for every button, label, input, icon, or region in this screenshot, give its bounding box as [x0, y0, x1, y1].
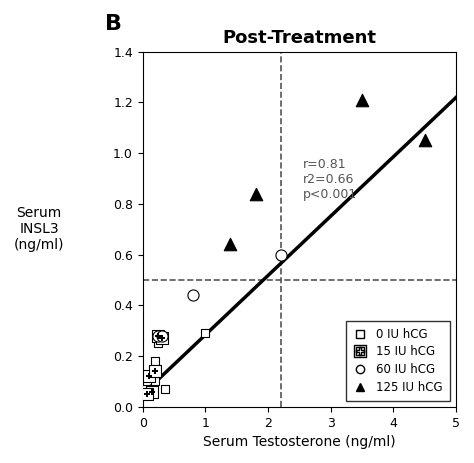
Point [252, 190, 259, 197]
Point [155, 332, 162, 339]
Point [143, 390, 151, 398]
Point [148, 388, 156, 395]
Point [158, 335, 165, 342]
Point [358, 96, 366, 104]
Text: r=0.81
r2=0.66
p<0.001: r=0.81 r2=0.66 p<0.001 [302, 158, 357, 201]
Point [201, 330, 209, 337]
Point [148, 388, 156, 395]
Point [145, 373, 153, 380]
X-axis label: Serum Testosterone (ng/ml): Serum Testosterone (ng/ml) [203, 435, 396, 449]
Point [421, 137, 428, 144]
Point [277, 251, 284, 258]
Title: Post-Treatment: Post-Treatment [222, 29, 376, 47]
Point [152, 357, 159, 365]
Y-axis label: Serum
INSL3
(ng/ml): Serum INSL3 (ng/ml) [14, 206, 64, 252]
Point [158, 335, 165, 342]
Point [158, 332, 165, 339]
Point [145, 390, 153, 398]
Text: B: B [105, 14, 122, 34]
Point [155, 332, 162, 339]
Point [152, 368, 159, 375]
Point [227, 241, 234, 248]
Point [189, 292, 197, 299]
Point [142, 385, 150, 393]
Point [161, 385, 168, 393]
Legend: 0 IU hCG, 15 IU hCG, 60 IU hCG, 125 IU hCG: 0 IU hCG, 15 IU hCG, 60 IU hCG, 125 IU h… [346, 320, 450, 401]
Point [152, 378, 159, 385]
Point [155, 340, 162, 347]
Point [148, 370, 156, 377]
